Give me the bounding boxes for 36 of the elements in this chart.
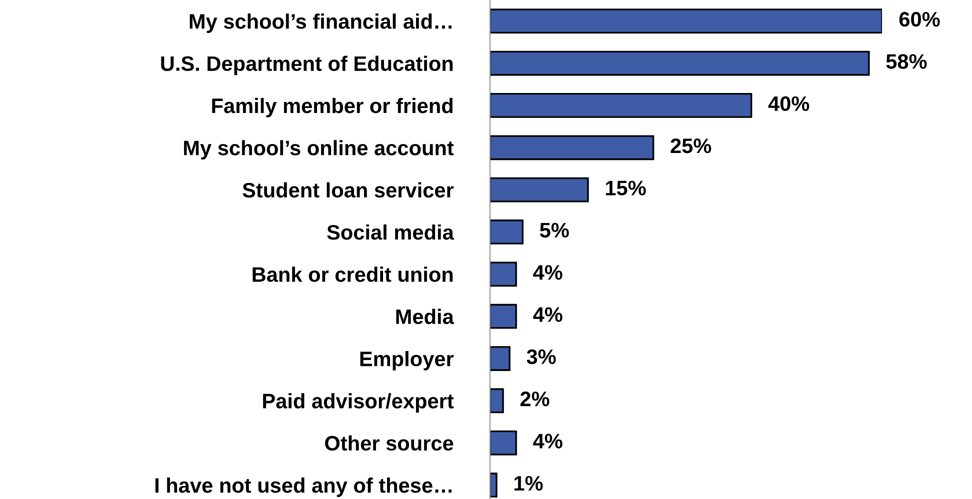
data-label: 1% [514,476,543,491]
y-tick-label: My school’s financial aid… [190,14,452,33]
bar [490,262,517,287]
data-label: 40% [768,96,810,112]
bar [490,346,510,371]
bar [490,135,654,160]
bar [490,177,589,202]
bar [490,304,517,329]
y-tick-label: Student loan servicer [242,182,454,198]
y-tick-label: Bank or credit union [252,266,453,282]
data-label: 58% [886,54,927,69]
bar [490,50,870,76]
data-label: 4% [533,434,562,448]
y-tick-label: Social media [327,224,454,240]
data-label: 15% [606,180,646,196]
y-tick-label: Other source [325,435,454,451]
data-label: 60% [899,12,940,27]
data-label: 4% [533,265,562,280]
y-tick-label: Employer [360,350,454,370]
bar [490,220,524,244]
data-label: 2% [520,392,550,406]
y-tick-label: My school’s online account [184,140,454,160]
bar [490,93,752,118]
y-tick-label: I have not used any of these… [155,478,452,497]
data-label: 4% [533,307,562,322]
y-tick-label: U.S. Department of Education [161,56,453,76]
y-tick-label: Paid advisor/expert [263,393,454,413]
data-label: 25% [670,138,712,154]
bar [490,472,498,498]
y-tick-label: Family member or friend [212,98,453,118]
y-tick-label: Media [396,308,454,324]
data-label: 5% [540,222,569,238]
bar [490,8,882,34]
data-label: 3% [526,349,556,364]
bar [490,430,517,456]
bar [490,388,504,414]
